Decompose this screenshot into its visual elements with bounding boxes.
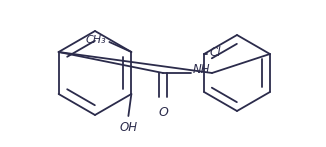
Text: OH: OH (119, 121, 138, 134)
Text: Cl: Cl (209, 46, 221, 59)
Text: NH: NH (193, 62, 211, 76)
Text: CH₃: CH₃ (86, 35, 106, 45)
Text: O: O (158, 106, 168, 119)
